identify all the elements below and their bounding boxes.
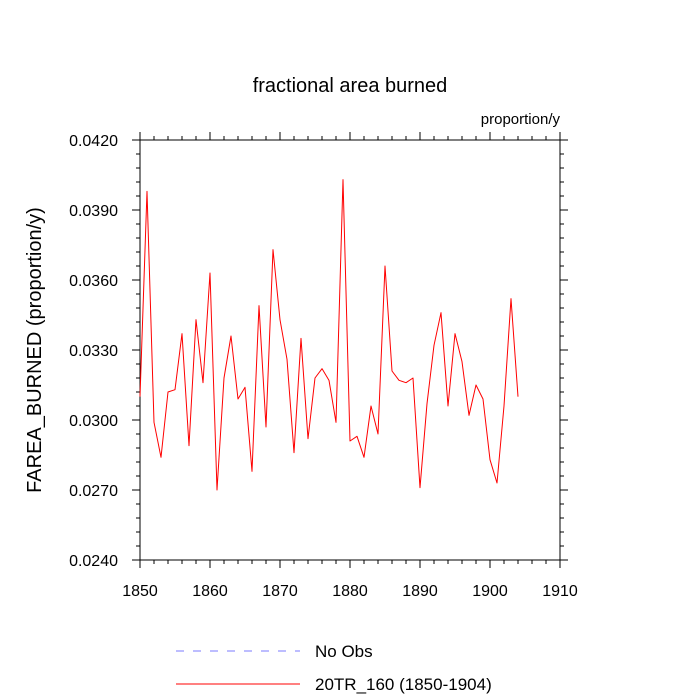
y-tick-label: 0.0390 (69, 203, 118, 220)
y-tick-label: 0.0420 (69, 133, 118, 150)
y-tick-label: 0.0270 (69, 483, 118, 500)
units-label: proportion/y (481, 111, 561, 128)
legend-label-no-obs: No Obs (315, 642, 373, 661)
series-group (139, 179, 519, 491)
chart-title: fractional area burned (253, 75, 448, 97)
y-tick-label: 0.0360 (69, 273, 118, 290)
x-tick-label: 1890 (402, 583, 438, 600)
y-tick-label: 0.0330 (69, 343, 118, 360)
y-tick-label: 0.0240 (69, 553, 118, 570)
x-tick-label: 1850 (122, 583, 158, 600)
y-axis-label: FAREA_BURNED (proportion/y) (24, 207, 46, 493)
legend-label-20tr-160: 20TR_160 (1850-1904) (315, 675, 492, 694)
y-tick-label: 0.0300 (69, 413, 118, 430)
x-tick-label: 1870 (262, 583, 298, 600)
tick-labels: 1850 1860 1870 1880 1890 1900 1910 0.0240 0.0270… (69, 133, 578, 600)
x-tick-label: 1900 (472, 583, 508, 600)
axis-ticks (132, 132, 568, 568)
legend: No Obs 20TR_160 (1850-1904) (176, 642, 492, 694)
plot-frame (139, 139, 561, 561)
x-tick-label: 1860 (192, 583, 228, 600)
x-tick-label: 1910 (542, 583, 578, 600)
series-line-20tr-160 (139, 179, 519, 491)
x-tick-label: 1880 (332, 583, 368, 600)
